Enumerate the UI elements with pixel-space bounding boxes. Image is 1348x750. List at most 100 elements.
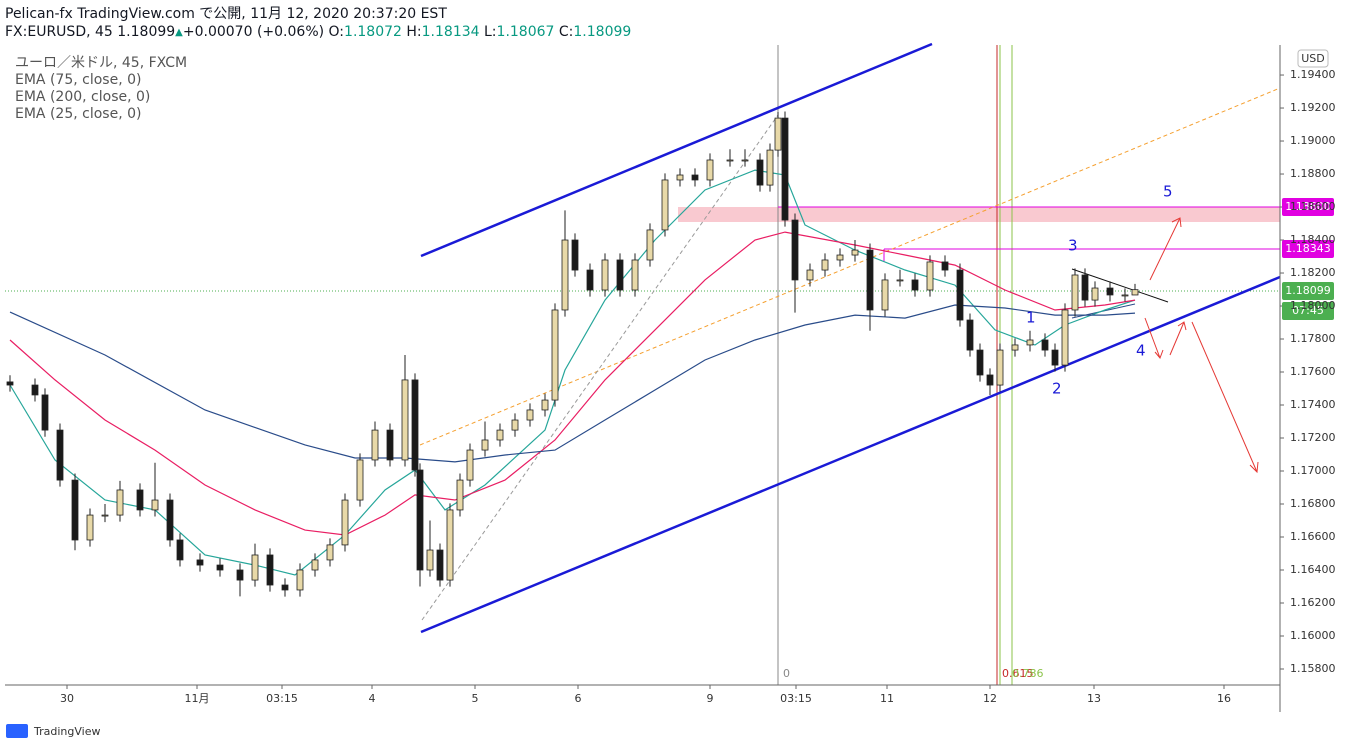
y-tick-label: 1.19400	[1290, 68, 1336, 81]
y-tick-label: 1.17000	[1290, 464, 1336, 477]
price-tag	[1282, 282, 1334, 300]
ema-line	[9, 304, 1136, 463]
y-tick-label: 1.17400	[1290, 398, 1336, 411]
label: C:	[559, 24, 574, 40]
candle-body	[601, 259, 609, 291]
x-tick-label: 11月	[185, 692, 210, 705]
candle-body	[426, 549, 434, 571]
candle-body	[31, 384, 39, 396]
candle-body	[586, 269, 594, 291]
candle-body	[661, 179, 669, 231]
candle-body	[966, 319, 974, 351]
y-tick-label: 1.16400	[1290, 563, 1336, 576]
candle-body	[691, 174, 699, 181]
candle-body	[571, 239, 579, 271]
legend-entry: EMA (25, close, 0)	[15, 106, 141, 122]
candle-body	[416, 469, 424, 571]
candle-body	[101, 514, 109, 517]
annotation: 0.786	[1012, 667, 1044, 680]
y-tick-label: 1.18600	[1290, 200, 1336, 213]
candle-body	[646, 229, 654, 261]
candle-body	[781, 117, 789, 221]
candle-body	[526, 409, 534, 421]
price-tag	[1282, 198, 1334, 216]
y-tick-label: 1.16200	[1290, 596, 1336, 609]
candle-body	[726, 159, 734, 162]
arrows	[1144, 217, 1259, 474]
x-tick-label: 16	[1217, 692, 1231, 705]
y-tick-label: 1.17600	[1290, 365, 1336, 378]
title: Pelican-fx TradingView.com で公開, 11月 12, …	[5, 6, 447, 22]
arrow: ▲	[175, 27, 183, 38]
arrow	[1144, 317, 1164, 359]
candle-body	[466, 449, 474, 481]
ohlc-header: FX:EURUSD, 45 1.18099▲+0.00070 (+0.06%) …	[5, 24, 631, 40]
price-tags: 1.18600 1.18343 1.18099 07:45	[1282, 198, 1334, 320]
annotation: 4	[1136, 342, 1146, 360]
label: O:	[329, 24, 345, 40]
candle-body	[1026, 339, 1034, 346]
symbol: FX:EURUSD, 45	[5, 24, 113, 40]
candle-body	[836, 254, 844, 261]
candle-body	[1071, 274, 1079, 311]
value: 1.18099	[573, 24, 631, 40]
candle-body	[436, 549, 444, 581]
candle-body	[976, 349, 984, 376]
currency-badge[interactable]	[1297, 49, 1329, 68]
candle-body	[411, 379, 419, 471]
candle-body	[386, 429, 394, 461]
change: +0.00070 (+0.06%)	[183, 24, 324, 40]
y-tick-label: 1.18400	[1290, 233, 1336, 246]
annotation: 3	[1068, 237, 1078, 255]
y-tick-label: 1.19000	[1290, 134, 1336, 147]
candle-body	[881, 279, 889, 311]
y-tick-label: 1.18800	[1290, 167, 1336, 180]
footer: TradingView	[33, 725, 100, 738]
candle-body	[941, 261, 949, 271]
candle-body	[341, 499, 349, 546]
candle-body	[1061, 309, 1069, 366]
candle-body	[166, 499, 174, 541]
candle-body	[456, 479, 464, 511]
candle-body	[896, 279, 904, 282]
candle-body	[371, 429, 379, 461]
trend-line	[421, 114, 779, 621]
candle-body	[1131, 289, 1139, 296]
channel-line	[420, 275, 1281, 634]
candle-body	[774, 117, 782, 151]
arrow	[1191, 321, 1259, 474]
y-tick-label: 1.16600	[1290, 530, 1336, 543]
value: 1.18067	[497, 24, 555, 40]
legend-entry: EMA (200, close, 0)	[15, 89, 150, 105]
candle-body	[151, 499, 159, 511]
x-tick-label: 11	[880, 692, 894, 705]
candle-body	[196, 559, 204, 566]
candle-body	[136, 489, 144, 511]
y-tick-label: 1.17800	[1290, 332, 1336, 345]
candle-body	[1091, 287, 1099, 301]
candle-body	[631, 259, 639, 291]
ema-line	[9, 169, 1136, 576]
y-tick-label: 1.16000	[1290, 629, 1336, 642]
x-tick-label: 9	[707, 692, 714, 705]
candle-body	[326, 544, 334, 561]
annotation: 0	[783, 667, 790, 680]
candle-body	[356, 459, 364, 501]
candle-body	[541, 399, 549, 411]
trend-line	[1071, 268, 1169, 303]
label: H:	[406, 24, 421, 40]
price-tag-label: 1.18343	[1285, 242, 1331, 255]
price-tag	[1282, 302, 1334, 320]
annotation: 5	[1163, 183, 1173, 201]
annotation: 1	[1026, 309, 1036, 327]
candle-body	[511, 419, 519, 431]
candle-body	[496, 429, 504, 441]
candle-body	[481, 439, 489, 451]
candle-body	[1106, 287, 1114, 296]
candle-body	[71, 479, 79, 541]
ema-line	[9, 231, 1136, 536]
candle-body	[1011, 344, 1019, 351]
y-tick-label: 1.16800	[1290, 497, 1336, 510]
candle-body	[6, 381, 14, 386]
